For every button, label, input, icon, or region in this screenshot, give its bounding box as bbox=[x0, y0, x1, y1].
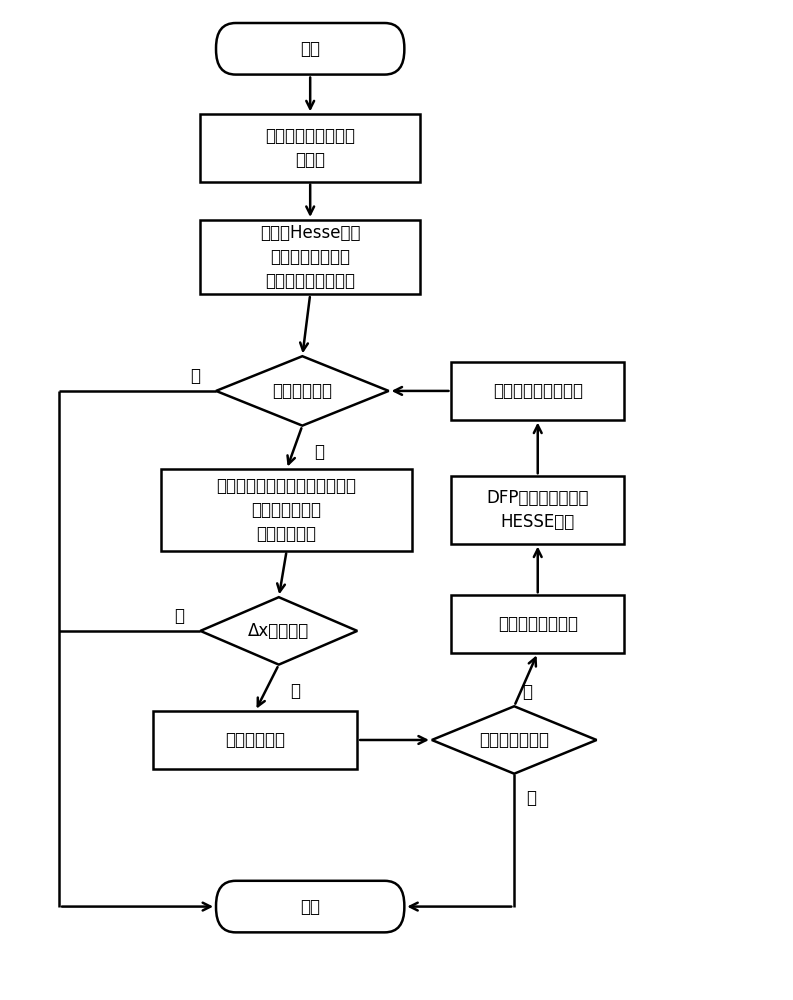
Text: 新梯度是否收敛: 新梯度是否收敛 bbox=[479, 731, 550, 749]
Bar bbox=[451, 476, 624, 544]
Bar bbox=[201, 114, 420, 182]
Text: DFP方法计算下一个
HESSE矩阵: DFP方法计算下一个 HESSE矩阵 bbox=[486, 489, 589, 531]
Text: 计算初始点的函数值
和梯度: 计算初始点的函数值 和梯度 bbox=[265, 127, 355, 169]
Text: 是: 是 bbox=[526, 789, 536, 807]
Text: 模拟退火法搜索到的参数的值；
新的搜索方向；
新的当前点；: 模拟退火法搜索到的参数的值； 新的搜索方向； 新的当前点； bbox=[216, 477, 357, 543]
FancyBboxPatch shape bbox=[216, 23, 404, 75]
Bar bbox=[451, 362, 624, 420]
Text: 是: 是 bbox=[174, 607, 185, 625]
Text: 是: 是 bbox=[190, 367, 201, 385]
Text: 开始: 开始 bbox=[301, 40, 320, 58]
Text: 否: 否 bbox=[522, 683, 532, 701]
Text: 计算新旧梯度差值: 计算新旧梯度差值 bbox=[498, 615, 578, 633]
Polygon shape bbox=[201, 597, 358, 665]
Text: 结束: 结束 bbox=[301, 898, 320, 916]
Polygon shape bbox=[432, 706, 596, 774]
Text: 否: 否 bbox=[314, 443, 324, 461]
Bar bbox=[201, 220, 420, 294]
Polygon shape bbox=[216, 356, 389, 426]
Bar bbox=[153, 711, 358, 769]
Text: 初始化Hesse矩阵
初始化牛顿全步长
初始化一维搜索方向: 初始化Hesse矩阵 初始化牛顿全步长 初始化一维搜索方向 bbox=[260, 224, 361, 290]
Bar bbox=[451, 595, 624, 653]
FancyBboxPatch shape bbox=[216, 881, 404, 932]
Text: 计算下一个搜索方向: 计算下一个搜索方向 bbox=[492, 382, 583, 400]
Text: 超过迭代次数: 超过迭代次数 bbox=[272, 382, 332, 400]
Bar bbox=[161, 469, 412, 551]
Text: Δx是否收敛: Δx是否收敛 bbox=[248, 622, 309, 640]
Text: 否: 否 bbox=[290, 682, 301, 700]
Text: 计算新的梯度: 计算新的梯度 bbox=[225, 731, 285, 749]
